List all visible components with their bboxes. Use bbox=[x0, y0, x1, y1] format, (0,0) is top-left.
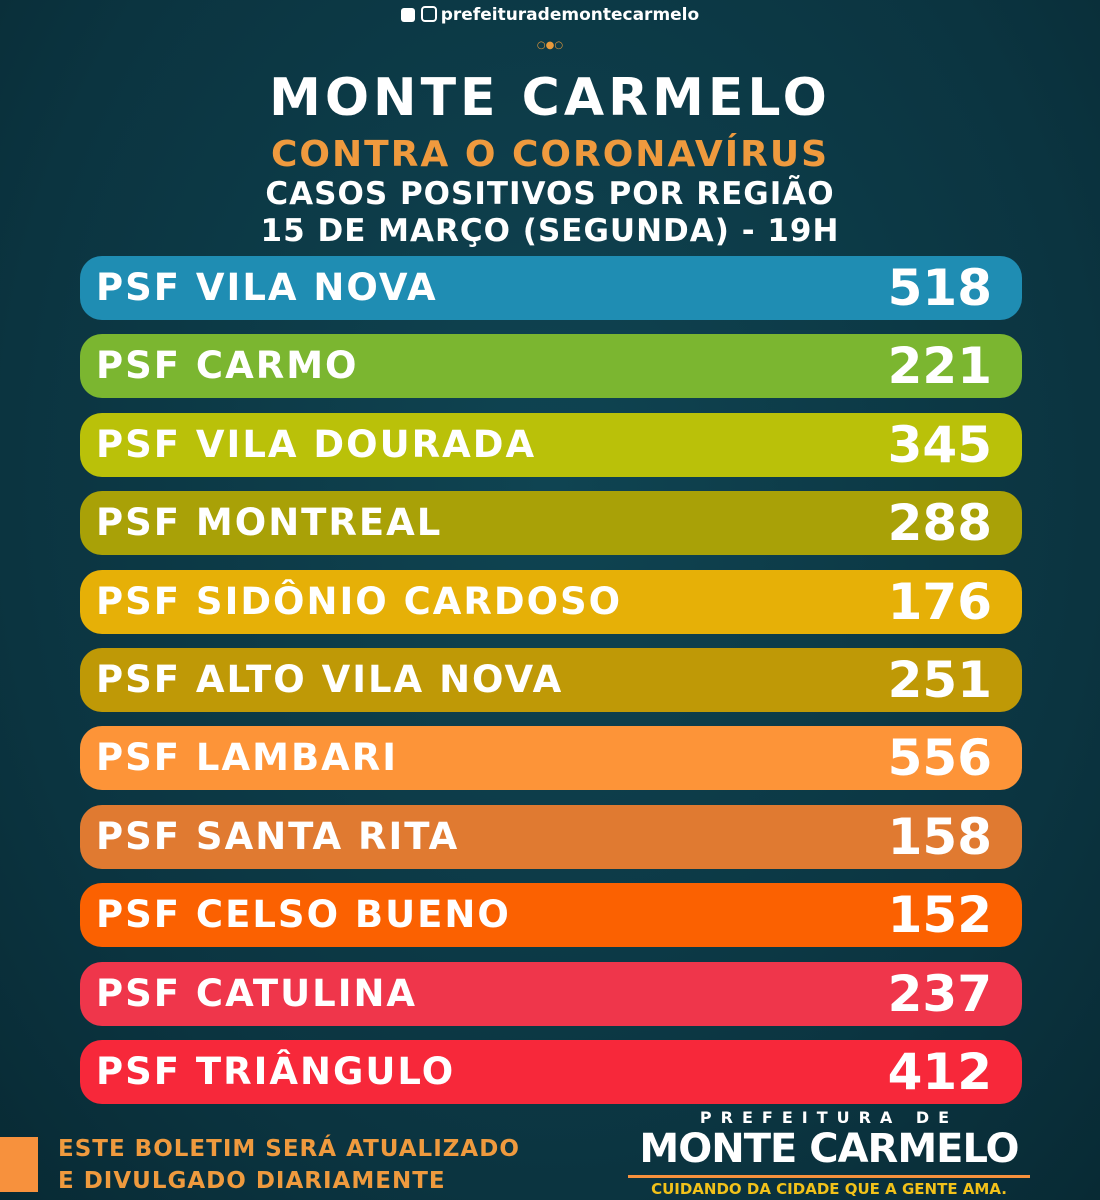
region-row: PSF SIDÔNIO CARDOSO 176 bbox=[80, 569, 1022, 634]
region-row: PSF SANTA RITA 158 bbox=[80, 804, 1022, 869]
notice: ESTE BOLETIM SERÁ ATUALIZADO E DIVULGADO… bbox=[58, 1133, 520, 1197]
region-value: 345 bbox=[887, 415, 992, 474]
accent-block bbox=[0, 1137, 38, 1192]
logo: PREFEITURA DE MONTE CARMELO CUIDANDO DA … bbox=[628, 1108, 1030, 1198]
region-label: PSF CELSO BUENO bbox=[96, 893, 511, 937]
region-value: 251 bbox=[887, 651, 992, 709]
region-label: PSF VILA DOURADA bbox=[96, 422, 537, 466]
social: prefeiturademontecarmelo bbox=[0, 5, 1100, 25]
region-value: 158 bbox=[887, 807, 992, 866]
region-row: PSF TRIÂNGULO 412 bbox=[80, 1040, 1022, 1104]
region-value: 221 bbox=[887, 337, 992, 396]
region-row: PSF CATULINA 237 bbox=[80, 961, 1022, 1026]
region-value: 518 bbox=[887, 259, 992, 317]
region-label: PSF SIDÔNIO CARDOSO bbox=[96, 579, 623, 623]
date: 15 DE MARÇO (SEGUNDA) - 19H bbox=[260, 213, 840, 249]
region-label: PSF TRIÂNGULO bbox=[96, 1050, 456, 1093]
region-label: PSF CATULINA bbox=[96, 971, 418, 1015]
region-value: 556 bbox=[887, 729, 992, 788]
region-row: PSF MONTREAL 288 bbox=[80, 491, 1022, 556]
logo-slogan: CUIDANDO DA CIDADE QUE A GENTE AMA. bbox=[628, 1175, 1030, 1198]
notice-line: ESTE BOLETIM SERÁ ATUALIZADO bbox=[58, 1136, 520, 1162]
facebook-icon bbox=[400, 8, 415, 22]
social-handle: prefeiturademontecarmelo bbox=[440, 5, 700, 25]
dots: ○●○ bbox=[536, 40, 564, 51]
region-value: 412 bbox=[887, 1043, 992, 1101]
notice-line: E DIVULGADO DIARIAMENTE bbox=[58, 1168, 446, 1194]
region-row: PSF ALTO VILA NOVA 251 bbox=[80, 648, 1022, 712]
region-value: 288 bbox=[887, 494, 992, 553]
region-label: PSF SANTA RITA bbox=[96, 814, 460, 858]
heading: CASOS POSITIVOS POR REGIÃO bbox=[265, 176, 835, 212]
region-row: PSF VILA NOVA 518 bbox=[80, 256, 1022, 320]
region-row: PSF CELSO BUENO 152 bbox=[80, 883, 1022, 948]
instagram-icon bbox=[420, 6, 437, 22]
region-value: 176 bbox=[887, 572, 992, 631]
region-label: PSF VILA NOVA bbox=[96, 266, 438, 309]
region-label: PSF MONTREAL bbox=[96, 501, 443, 545]
title: MONTE CARMELO bbox=[269, 68, 831, 128]
region-row: PSF CARMO 221 bbox=[80, 334, 1022, 399]
region-value: 152 bbox=[887, 886, 992, 945]
subtitle: CONTRA O CORONAVÍRUS bbox=[271, 134, 829, 175]
region-label: PSF CARMO bbox=[96, 344, 359, 388]
region-row: PSF VILA DOURADA 345 bbox=[80, 412, 1022, 477]
region-label: PSF LAMBARI bbox=[96, 736, 399, 780]
region-label: PSF ALTO VILA NOVA bbox=[96, 658, 564, 701]
region-value: 237 bbox=[887, 964, 992, 1023]
logo-name: MONTE CARMELO bbox=[639, 1126, 1019, 1172]
logo-top: PREFEITURA DE bbox=[699, 1108, 959, 1127]
region-row: PSF LAMBARI 556 bbox=[80, 726, 1022, 791]
